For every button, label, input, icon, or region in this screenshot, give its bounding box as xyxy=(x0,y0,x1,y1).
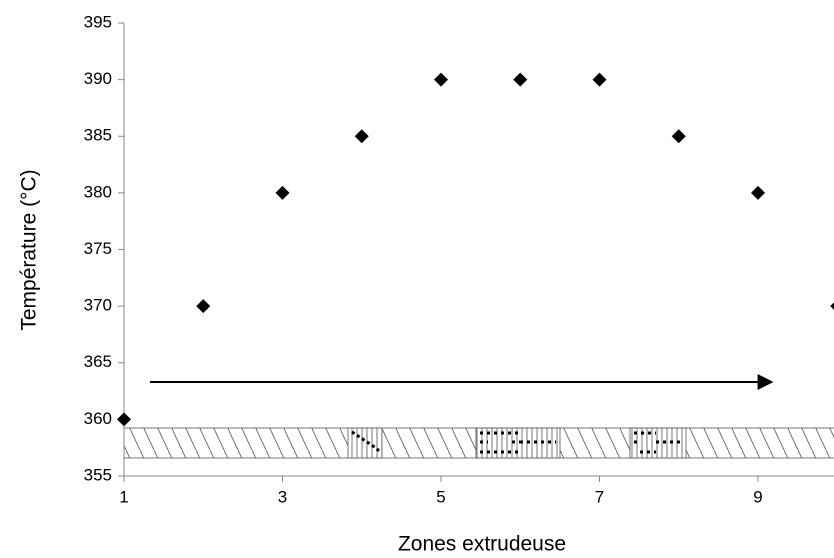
x-tick-label: 7 xyxy=(595,487,604,506)
x-tick-label: 3 xyxy=(278,487,287,506)
y-tick-label: 355 xyxy=(84,465,112,484)
y-tick-label: 370 xyxy=(84,296,112,315)
x-tick-label: 9 xyxy=(753,487,762,506)
x-axis-title: Zones extrudeuse xyxy=(398,533,566,556)
y-tick-label: 390 xyxy=(84,69,112,88)
y-tick-label: 395 xyxy=(84,12,112,31)
point xyxy=(354,129,369,144)
y-tick-label: 375 xyxy=(84,239,112,258)
point xyxy=(513,72,528,87)
y-axis-title: Température (°C) xyxy=(18,169,41,330)
point xyxy=(751,185,765,200)
point xyxy=(196,299,211,314)
y-tick-label: 360 xyxy=(84,409,112,428)
point xyxy=(830,302,834,310)
x-tick-label: 1 xyxy=(119,487,128,506)
point xyxy=(275,185,290,200)
point xyxy=(117,412,131,427)
y-tick-label: 380 xyxy=(84,182,112,201)
y-tick-label: 365 xyxy=(84,352,112,371)
point xyxy=(592,72,607,87)
screw-diagram xyxy=(123,374,834,459)
x-tick-label: 5 xyxy=(436,487,445,506)
point xyxy=(671,129,686,144)
y-tick-label: 385 xyxy=(84,126,112,145)
point xyxy=(434,72,448,87)
